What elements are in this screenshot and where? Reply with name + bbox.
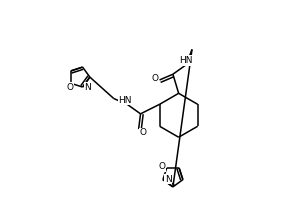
Text: O: O xyxy=(158,162,166,171)
Text: HN: HN xyxy=(179,56,193,65)
Text: N: N xyxy=(165,175,172,184)
Text: O: O xyxy=(140,128,147,137)
Text: O: O xyxy=(66,83,74,92)
Text: O: O xyxy=(151,74,158,83)
Text: HN: HN xyxy=(118,96,132,105)
Text: N: N xyxy=(85,83,91,92)
